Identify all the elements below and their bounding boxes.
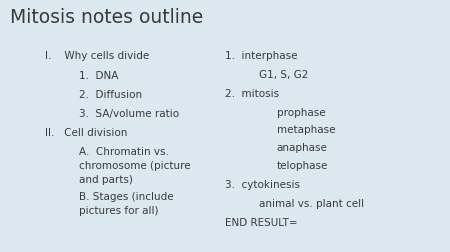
Text: 3.  cytokinesis: 3. cytokinesis xyxy=(225,179,300,189)
Text: I.    Why cells divide: I. Why cells divide xyxy=(45,50,149,60)
Text: END RESULT=: END RESULT= xyxy=(225,217,297,227)
Text: 3.  SA/volume ratio: 3. SA/volume ratio xyxy=(79,108,179,118)
Text: anaphase: anaphase xyxy=(277,142,328,152)
Text: Mitosis notes outline: Mitosis notes outline xyxy=(10,8,203,26)
Text: 1.  interphase: 1. interphase xyxy=(225,50,297,60)
Text: A.  Chromatin vs.
chromosome (picture
and parts): A. Chromatin vs. chromosome (picture and… xyxy=(79,146,190,184)
Text: 2.  mitosis: 2. mitosis xyxy=(225,88,279,98)
Text: animal vs. plant cell: animal vs. plant cell xyxy=(259,198,364,208)
Text: G1, S, G2: G1, S, G2 xyxy=(259,69,308,79)
Text: 1.  DNA: 1. DNA xyxy=(79,71,118,81)
Text: B. Stages (include
pictures for all): B. Stages (include pictures for all) xyxy=(79,192,173,215)
Text: prophase: prophase xyxy=(277,107,325,117)
Text: metaphase: metaphase xyxy=(277,125,335,135)
Text: telophase: telophase xyxy=(277,160,328,170)
Text: 2.  Diffusion: 2. Diffusion xyxy=(79,89,142,100)
Text: II.   Cell division: II. Cell division xyxy=(45,127,127,137)
